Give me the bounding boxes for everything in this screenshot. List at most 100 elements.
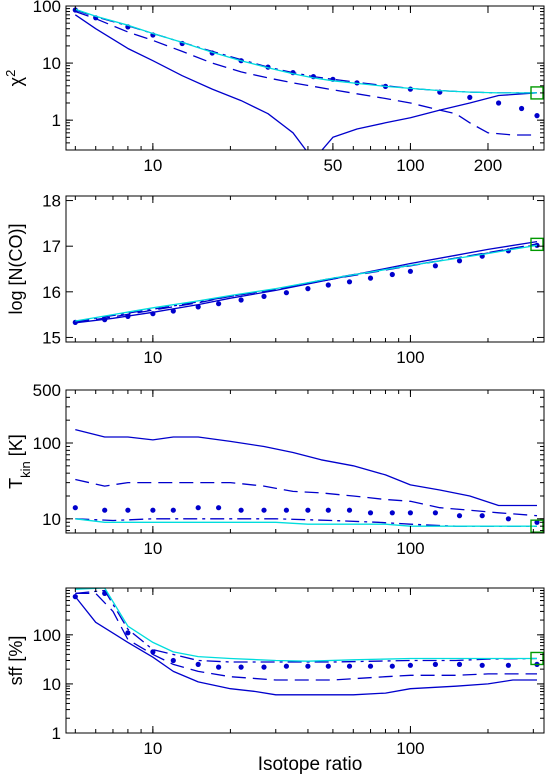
y-tick-label: 100: [33, 626, 61, 645]
series-3-point-16: [407, 268, 413, 274]
series-1-line: [75, 240, 538, 324]
series-3-point-5: [170, 657, 176, 664]
series-2-line: [75, 10, 537, 136]
plot-area: [72, 588, 540, 696]
series-3-point-15: [389, 510, 395, 516]
series-3-point-2: [102, 507, 108, 513]
x-tick-label: 10: [143, 348, 162, 367]
x-tick-label: 10: [143, 739, 162, 758]
series-3-point-4: [150, 507, 156, 513]
y-axis-label: sff [%]: [6, 636, 26, 686]
x-tick-label: 50: [323, 156, 342, 175]
marker-square-1: [530, 237, 544, 252]
series-3-point-9: [261, 507, 267, 513]
x-tick-label: 100: [396, 156, 424, 175]
plot-area: [72, 240, 540, 325]
series-3-point-4: [150, 311, 156, 317]
marker-square-1: [530, 651, 544, 666]
series-3-point-8: [238, 664, 244, 670]
series-3-point-3: [125, 630, 131, 636]
series-4-line: [75, 589, 538, 663]
y-tick-label: 15: [42, 328, 61, 347]
series-3-point-5: [170, 507, 176, 513]
series-3-point-3: [125, 313, 131, 319]
y-tick-label: 10: [42, 510, 61, 529]
y-axis-label: Tkin [K]: [6, 434, 33, 489]
plot-area: [72, 428, 540, 527]
series-3-point-8: [238, 507, 244, 513]
series-3-point-15: [389, 663, 395, 669]
series-3-point-7: [216, 505, 222, 511]
panel-nco: 10 100 15 16 17 18 log [N(CO)]: [6, 192, 545, 367]
axes-frame: [65, 5, 545, 151]
y-tick-label: 16: [42, 283, 61, 302]
series-3-point-18: [456, 513, 463, 519]
series-3-point-8: [238, 297, 244, 303]
series-5-line: [75, 244, 538, 322]
series-3-point-14: [367, 510, 374, 516]
panel-tkin: 10 100 10 100 500 Tkin [K]: [6, 381, 545, 558]
axes-frame: [65, 195, 545, 343]
series-2-line: [75, 478, 538, 517]
series-3-point-16: [467, 94, 473, 100]
series-3-point-17: [432, 661, 438, 668]
series-3-point-20: [505, 662, 511, 668]
x-tick-label: 10: [143, 156, 162, 175]
y-tick-label: 500: [33, 381, 61, 400]
series-5-line: [75, 518, 537, 527]
panel-sff: 10 100 1 10 100 sff [%]: [6, 587, 545, 758]
x-tick-label: 100: [396, 739, 424, 758]
series-3-point-13: [346, 279, 353, 285]
y-tick-label: 10: [42, 675, 61, 694]
y-tick-label: 100: [33, 434, 61, 453]
x-axis-label: Isotope ratio: [258, 754, 363, 775]
series-3-point-6: [195, 661, 201, 668]
series-3-point-7: [216, 301, 222, 307]
series-1-line: [74, 596, 537, 696]
series-3-point-21: [534, 519, 540, 525]
axes-frame: [65, 389, 545, 534]
series-3-point-4: [150, 649, 156, 655]
series-3-point-6: [195, 505, 201, 511]
y-tick-label: 10: [42, 54, 61, 73]
series-3-point-5: [170, 308, 176, 314]
series-3-point-15: [389, 271, 395, 278]
series-4-line: [75, 9, 537, 94]
series-3-point-14: [367, 663, 374, 669]
series-1-line: [75, 428, 537, 507]
series-3-point-18: [456, 661, 463, 668]
series-3-point-14: [367, 275, 374, 281]
series-3-point-12: [325, 663, 331, 669]
x-tick-label: 100: [396, 348, 424, 367]
series-3-point-18: [456, 258, 463, 264]
series-5-line: [75, 8, 537, 94]
series-3-point-18: [519, 105, 525, 112]
series-3-point-19: [479, 513, 485, 519]
x-tick-label: 10: [143, 539, 162, 558]
series-3-point-1: [72, 594, 78, 600]
series-3-point-16: [407, 662, 413, 668]
y-tick-label: 17: [42, 237, 61, 256]
series-3-point-11: [305, 507, 311, 513]
series-2-line: [75, 592, 537, 681]
series-3-point-7: [216, 664, 222, 670]
series-3-point-10: [283, 663, 289, 669]
series-3-point-12: [325, 507, 331, 513]
y-axis-label: log [N(CO)]: [6, 223, 26, 314]
y-tick-label: 18: [42, 192, 61, 211]
plot-area: [72, 7, 540, 150]
series-3-point-1: [72, 505, 78, 511]
series-3-point-16: [407, 510, 413, 516]
series-1-line: [74, 14, 538, 150]
series-3-point-9: [261, 293, 267, 299]
series-3-point-19: [534, 113, 540, 119]
series-3-point-17: [432, 263, 438, 269]
panel-chi2: 10 50 100 200 1 10 100 χ2: [3, 0, 545, 175]
series-3-point-17: [496, 100, 502, 106]
series-3-point-2: [102, 317, 108, 323]
series-3-point-13: [346, 663, 353, 669]
series-3-point-9: [261, 664, 267, 670]
series-3-point-11: [305, 286, 311, 292]
series-3-point-10: [283, 507, 289, 513]
series-3-point-12: [325, 282, 331, 288]
